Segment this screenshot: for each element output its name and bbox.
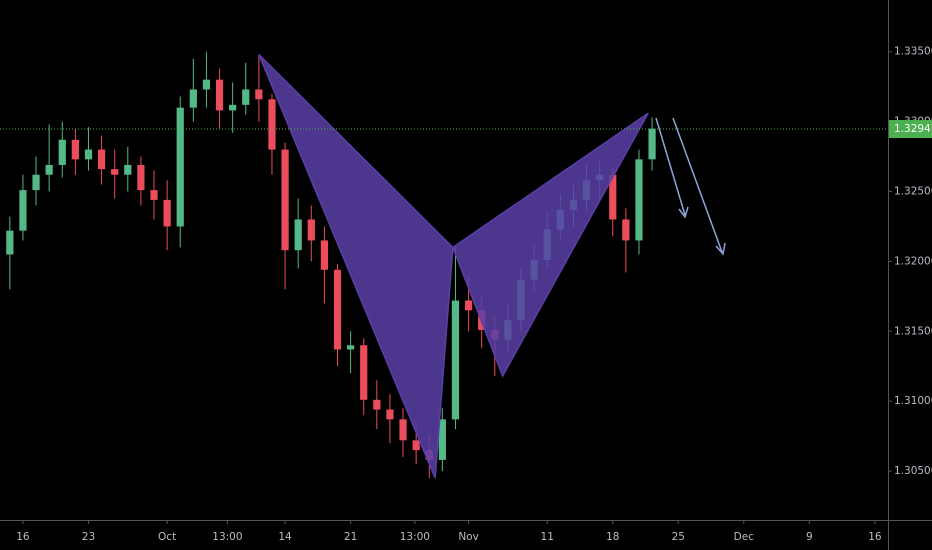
candle-body — [19, 190, 27, 231]
pattern-bcd — [451, 112, 649, 378]
arrow — [672, 117, 723, 253]
candle-body — [438, 419, 446, 460]
candle-body — [150, 190, 158, 200]
x-tick-label: 14 — [278, 531, 292, 543]
candle-body — [176, 107, 184, 227]
candle-body — [294, 219, 302, 251]
last-price-box — [889, 120, 932, 139]
candle-body — [84, 149, 93, 160]
candle-body — [281, 149, 289, 251]
candle-body — [45, 164, 53, 175]
candle-body — [163, 199, 171, 227]
x-tick-label: 13:00 — [400, 531, 430, 543]
candle-body — [111, 169, 119, 175]
candle-body — [412, 440, 420, 451]
arrow — [655, 117, 686, 216]
candle-body — [320, 240, 329, 270]
candle-body — [307, 219, 315, 241]
candle-body — [451, 300, 460, 420]
candle-body — [6, 230, 14, 255]
candle-body — [242, 89, 250, 105]
candle-body — [347, 345, 355, 350]
candle-body — [202, 79, 211, 90]
candle-body — [97, 149, 106, 170]
x-tick-label: 25 — [672, 531, 685, 543]
y-tick-label: 1.33500 — [894, 46, 932, 58]
candle-body — [189, 89, 197, 108]
x-tick-label: Dec — [734, 531, 755, 543]
plot — [0, 51, 888, 479]
x-tick-label: 18 — [606, 531, 619, 543]
candle-body — [609, 174, 617, 220]
arrow-head — [678, 206, 689, 219]
x-tick-label: 16 — [16, 531, 30, 543]
x-tick-label: 16 — [868, 531, 882, 543]
y-tick-label: 1.31000 — [894, 395, 932, 407]
x-tick-label: Oct — [158, 531, 176, 543]
candle-body — [255, 89, 263, 100]
x-tick-label: 23 — [82, 531, 95, 543]
x-tick-label: Nov — [458, 531, 479, 543]
x-tick-label: 11 — [541, 531, 554, 543]
x-tick-label: 13:00 — [212, 531, 242, 543]
candle-body — [399, 419, 407, 441]
candle-body — [648, 128, 656, 160]
candle-body — [32, 174, 40, 191]
candle-body — [137, 164, 145, 191]
candle-body — [215, 79, 224, 111]
candle-body — [58, 139, 66, 165]
candle-body — [622, 219, 630, 241]
y-tick-label: 1.32000 — [894, 255, 932, 267]
candle-body — [360, 345, 368, 400]
candle-body — [71, 139, 79, 160]
arrow-head — [715, 242, 726, 256]
candle-body — [464, 300, 473, 311]
candle-body — [124, 164, 132, 175]
y-tick-label: 1.30500 — [894, 465, 932, 477]
x-tick-label: 21 — [344, 531, 357, 543]
candle-body — [386, 409, 394, 420]
candle-body — [268, 99, 276, 150]
candle-body — [229, 104, 237, 111]
candle-body — [635, 159, 643, 241]
pattern-xab — [258, 53, 454, 479]
y-tick-label: 1.32500 — [894, 186, 932, 198]
axes: 1.305001.310001.315001.320001.325001.330… — [16, 46, 932, 543]
candle-body — [373, 399, 381, 410]
candle-body — [333, 269, 342, 350]
last-price-label: 1.32947 — [894, 123, 932, 135]
y-tick-label: 1.31500 — [894, 325, 932, 337]
x-tick-label: 9 — [806, 531, 813, 543]
